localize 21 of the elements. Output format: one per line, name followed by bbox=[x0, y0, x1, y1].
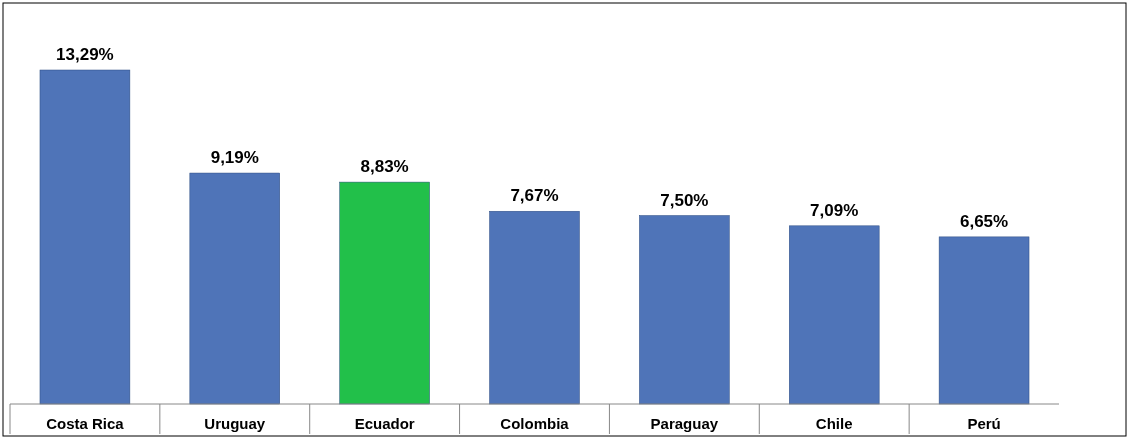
x-tick-label: Costa Rica bbox=[46, 415, 125, 432]
bar bbox=[339, 181, 430, 405]
bar bbox=[39, 69, 131, 405]
x-tick-label: Chile bbox=[815, 415, 853, 432]
x-tick-label: Ecuador bbox=[354, 415, 415, 432]
bar bbox=[938, 236, 1030, 405]
data-label: 7,09% bbox=[810, 200, 859, 220]
data-label: 13,29% bbox=[56, 45, 114, 64]
data-label: 6,65% bbox=[959, 211, 1009, 231]
x-tick-label: Perú bbox=[967, 415, 1001, 432]
bar bbox=[189, 172, 280, 405]
data-label: 9,19% bbox=[210, 148, 259, 168]
data-label: 8,83% bbox=[360, 157, 409, 177]
x-tick-label: Colombia bbox=[500, 415, 570, 432]
x-tick-label: Paraguay bbox=[650, 415, 719, 432]
data-label: 7,67% bbox=[510, 186, 559, 206]
bar bbox=[639, 215, 730, 405]
bar bbox=[789, 225, 880, 405]
data-label: 7,50% bbox=[660, 190, 709, 210]
x-tick-label: Uruguay bbox=[204, 415, 266, 432]
bar bbox=[489, 210, 580, 405]
